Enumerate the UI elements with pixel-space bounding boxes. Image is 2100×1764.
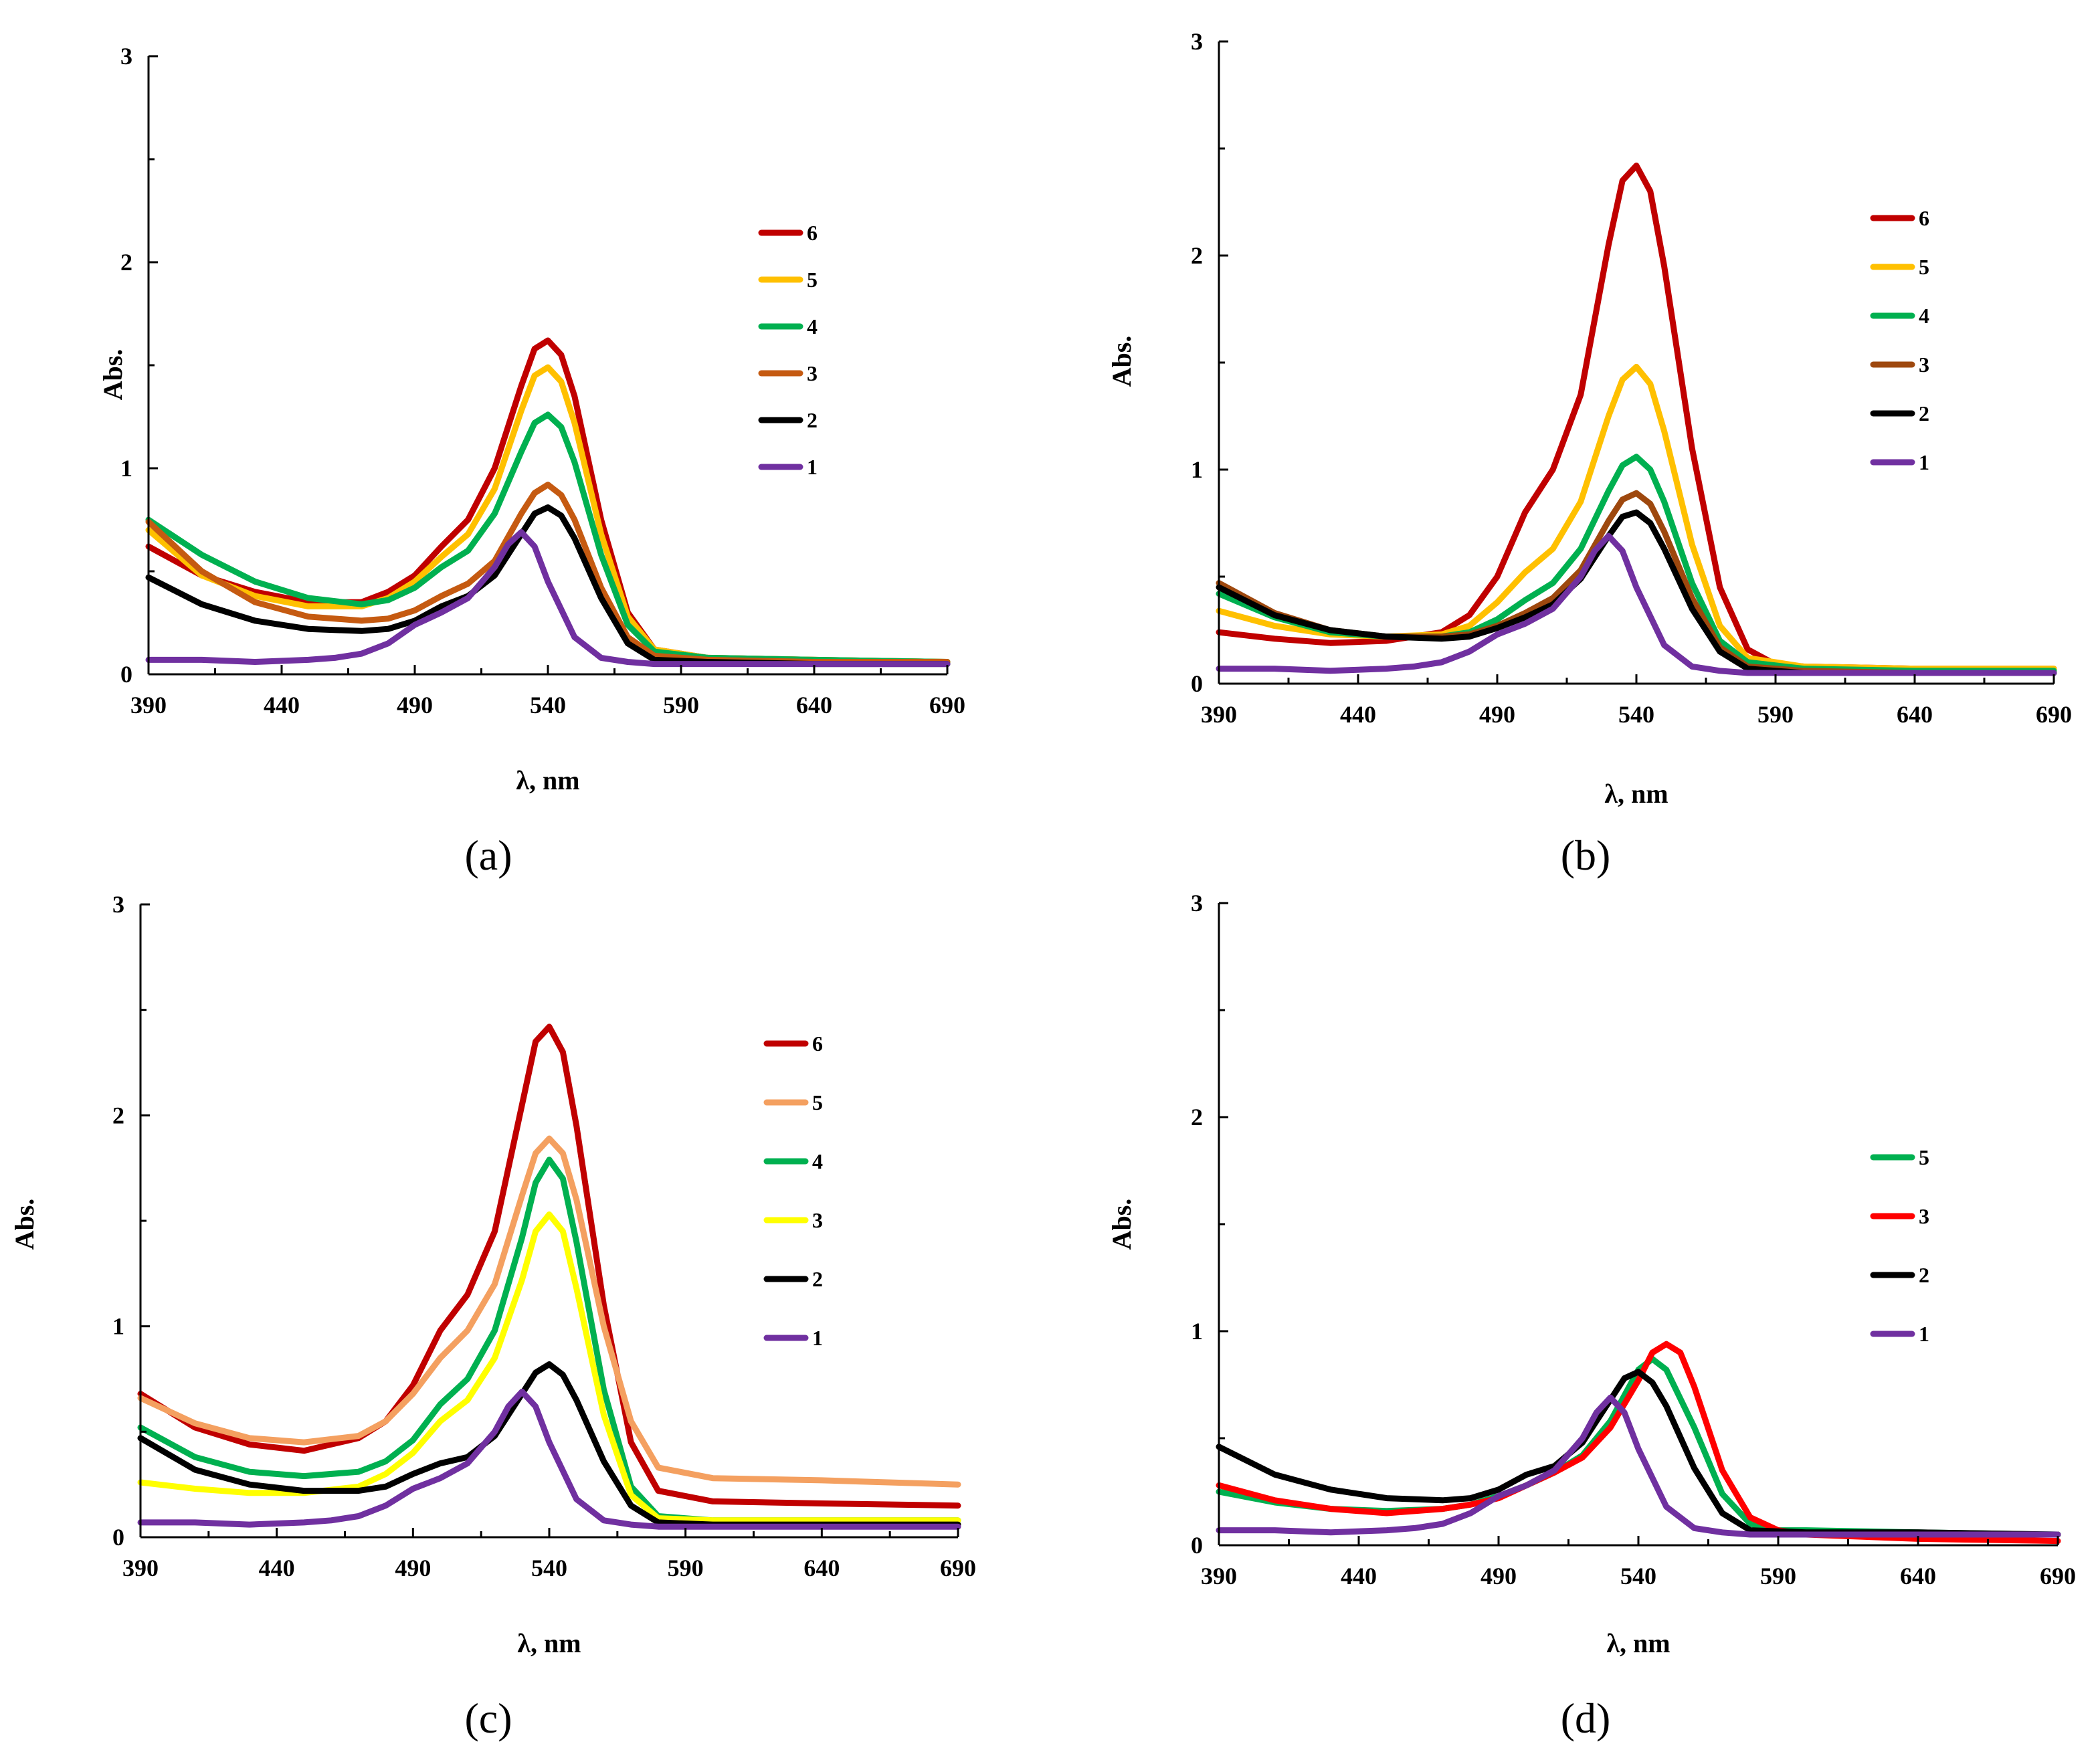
x-tick-label: 640	[1897, 701, 1933, 728]
x-tick-label: 490	[1479, 701, 1515, 728]
series-line-4	[145, 411, 951, 665]
x-tick-label: 690	[929, 692, 965, 718]
x-tick-label: 490	[397, 692, 433, 718]
y-tick-label: 1	[1191, 1318, 1203, 1345]
y-tick-label: 1	[1191, 456, 1203, 483]
x-axis-title: λ, nm	[516, 765, 579, 795]
y-tick-label: 3	[120, 43, 132, 70]
y-tick-label: 2	[1191, 1104, 1203, 1131]
y-tick-label: 0	[1191, 1532, 1203, 1559]
panel-label: (b)	[1561, 831, 1611, 879]
x-tick-label: 640	[796, 692, 832, 718]
x-tick-label: 590	[663, 692, 699, 718]
legend-label-6: 6	[1919, 206, 1929, 230]
series-line-4	[1216, 454, 2057, 674]
series-line-1	[1216, 1394, 2061, 1538]
legend-label-4: 4	[807, 314, 818, 338]
y-tick-label: 0	[112, 1524, 124, 1551]
legend-label-1: 1	[1919, 450, 1929, 474]
legend-label-2: 2	[1919, 1263, 1929, 1287]
x-axis-title: λ, nm	[1604, 779, 1668, 809]
legend-label-1: 1	[807, 455, 818, 479]
legend-label-5: 5	[812, 1090, 823, 1114]
legend-label-5: 5	[1919, 1145, 1929, 1169]
y-tick-label: 1	[112, 1313, 124, 1340]
x-tick-label: 490	[1481, 1563, 1517, 1589]
x-tick-label: 390	[122, 1555, 159, 1581]
y-axis-title: Abs.	[98, 349, 128, 401]
x-tick-label: 590	[1760, 1563, 1796, 1589]
legend-label-2: 2	[807, 408, 818, 432]
x-tick-label: 490	[395, 1555, 431, 1581]
series-line-3	[145, 482, 951, 665]
x-tick-label: 690	[940, 1555, 976, 1581]
panel-label: (c)	[464, 1694, 512, 1742]
chart-panel: 0 1 2 3 390 440 490 540 590 640 690 λ, nm Abs. 6 5 4 3 2 1…	[98, 43, 965, 879]
x-tick-label: 590	[1757, 701, 1794, 728]
y-tick-label: 1	[120, 455, 132, 482]
legend-label-3: 3	[1919, 353, 1929, 377]
legend-label-4: 4	[812, 1149, 823, 1173]
legend-label-3: 3	[1919, 1204, 1929, 1228]
series-line-1	[1216, 532, 2057, 676]
x-tick-label: 590	[668, 1555, 704, 1581]
series-line-6	[137, 1023, 961, 1509]
x-tick-label: 390	[130, 692, 167, 718]
x-tick-label: 440	[264, 692, 300, 718]
x-tick-label: 690	[2036, 701, 2072, 728]
x-tick-label: 540	[1620, 1563, 1656, 1589]
legend-label-6: 6	[812, 1032, 823, 1056]
chart-panel: 0 1 2 3 390 440 490 540 590 640 690 λ, nm Abs. 5 3 2 1 (d…	[1107, 890, 2076, 1742]
y-tick-label: 2	[120, 249, 132, 276]
legend-label-2: 2	[1919, 401, 1929, 425]
x-tick-label: 390	[1201, 1563, 1237, 1589]
legend-label-5: 5	[1919, 255, 1929, 279]
x-axis-title: λ, nm	[517, 1628, 581, 1658]
x-tick-label: 640	[1900, 1563, 1936, 1589]
y-tick-label: 2	[1191, 242, 1203, 269]
series-line-1	[145, 529, 951, 668]
x-tick-label: 540	[530, 692, 566, 718]
panel-label: (a)	[464, 831, 512, 879]
x-tick-label: 440	[1340, 701, 1376, 728]
series-line-3	[1216, 1341, 2061, 1545]
legend-label-6: 6	[807, 221, 818, 245]
y-tick-label: 0	[120, 661, 132, 688]
legend-label-3: 3	[807, 361, 818, 385]
legend-label-4: 4	[1919, 304, 1929, 328]
panel-label: (d)	[1561, 1694, 1611, 1742]
series-line-6	[145, 337, 951, 665]
y-axis-title: Abs.	[1107, 336, 1137, 387]
x-axis-title: λ, nm	[1606, 1628, 1670, 1658]
x-tick-label: 690	[2040, 1563, 2076, 1589]
y-tick-label: 3	[1191, 890, 1203, 916]
x-tick-label: 540	[531, 1555, 567, 1581]
y-tick-label: 0	[1191, 670, 1203, 697]
x-tick-label: 440	[1341, 1563, 1377, 1589]
series-line-5	[145, 364, 951, 665]
y-tick-label: 2	[112, 1102, 124, 1129]
y-axis-title: Abs.	[1107, 1199, 1137, 1250]
chart-panel: 0 1 2 3 390 440 490 540 590 640 690 λ, nm Abs. 6 5 4 3 2 1…	[1107, 28, 2072, 879]
series-line-4	[137, 1157, 961, 1524]
x-tick-label: 440	[259, 1555, 295, 1581]
legend-label-1: 1	[1919, 1322, 1929, 1346]
legend-label-3: 3	[812, 1208, 823, 1232]
y-axis-title: Abs.	[9, 1199, 39, 1250]
x-tick-label: 540	[1618, 701, 1654, 728]
y-tick-label: 3	[1191, 28, 1203, 55]
y-tick-label: 3	[112, 891, 124, 918]
chart-panel: 0 1 2 3 390 440 490 540 590 640 690 λ, nm Abs. 6 5 4 3 2 1…	[9, 891, 976, 1742]
series-line-1	[137, 1388, 961, 1530]
series-line-5	[137, 1135, 961, 1488]
x-tick-label: 390	[1201, 701, 1237, 728]
x-tick-label: 640	[803, 1555, 840, 1581]
legend-label-1: 1	[812, 1326, 823, 1350]
legend-label-2: 2	[812, 1267, 823, 1291]
legend-label-5: 5	[807, 268, 818, 292]
